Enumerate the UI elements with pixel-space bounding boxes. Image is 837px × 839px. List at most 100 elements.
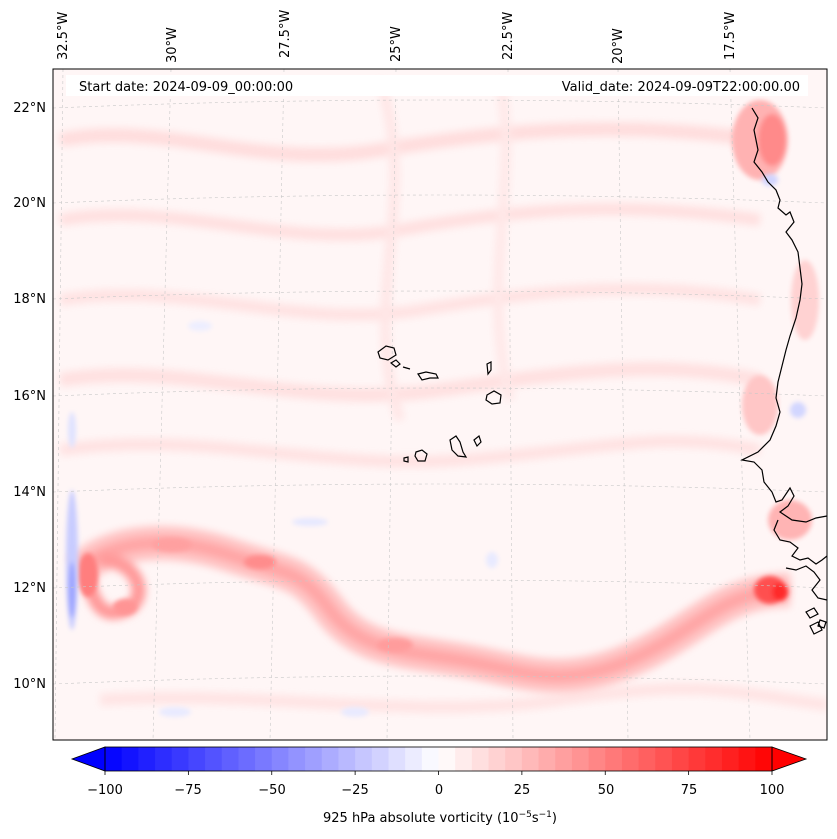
- colorbar-cell: [321, 747, 339, 771]
- island-sao-nicolau: [402, 366, 439, 381]
- lat-label-10n: 10°N: [13, 677, 46, 692]
- cb-tick-label-neg75: −75: [174, 783, 201, 798]
- vorticity-field: [58, 78, 827, 717]
- colorbar-title-exp1: −5: [519, 810, 532, 820]
- cb-tick-label-75: 75: [681, 783, 698, 798]
- african-coast-south: [773, 519, 828, 565]
- cb-tick-label-neg100: −100: [87, 783, 123, 798]
- colorbar-tick-labels: −100 −75 −50 −25 0 25 50 75 100: [87, 783, 784, 798]
- lon-label-22-5w: 22.5°W: [501, 12, 516, 60]
- colorbar-cell: [755, 747, 773, 771]
- island-santiago: [449, 435, 468, 458]
- parallel-16n: [53, 387, 827, 397]
- colorbar-cell: [688, 747, 706, 771]
- parallel-22n: [53, 99, 827, 109]
- cb-tick-label-100: 100: [760, 783, 785, 798]
- island-sal: [486, 361, 492, 376]
- colorbar-cell: [405, 747, 423, 771]
- colorbar-cells: [105, 747, 773, 771]
- lon-label-30w: 30°W: [165, 27, 180, 63]
- colorbar-cell: [221, 747, 239, 771]
- colorbar-title-suffix: ): [552, 811, 557, 826]
- lon-label-32-5w: 32.5°W: [56, 12, 71, 60]
- african-coast-north: [740, 107, 828, 523]
- colorbar-title-mid: s: [532, 811, 539, 826]
- meridian-22-5w: [507, 69, 514, 740]
- meridian-25w: [386, 69, 397, 740]
- lon-label-17-5w: 17.5°W: [723, 12, 738, 60]
- colorbar-cell: [238, 747, 256, 771]
- colorbar-cell: [621, 747, 640, 771]
- lat-label-20n: 20°N: [13, 196, 46, 211]
- colorbar-cell: [338, 747, 356, 771]
- valid-date-label: Valid_date: 2024-09-09T22:00:00.00: [562, 80, 800, 95]
- colorbar-cell: [271, 747, 289, 771]
- colorbar-cell: [205, 747, 223, 771]
- island-maio: [473, 434, 482, 448]
- longitude-labels: 32.5°W 30°W 27.5°W 25°W 22.5°W 20°W 17.5…: [56, 10, 738, 64]
- colorbar-cell: [255, 747, 273, 771]
- colorbar-extend-min: [70, 746, 106, 772]
- lat-label-12n: 12°N: [13, 581, 46, 596]
- colorbar-cell: [305, 747, 323, 771]
- colorbar-cell: [421, 747, 439, 771]
- cb-tick-label-25: 25: [514, 783, 531, 798]
- colorbar-ticks: [104, 771, 773, 775]
- colorbar-cell: [288, 747, 306, 771]
- meridian-32-5w: [54, 69, 64, 740]
- colorbar-cell: [721, 747, 740, 771]
- bijagos-islands: [805, 607, 827, 635]
- colorbar-cell: [588, 747, 606, 771]
- colorbar-cell: [171, 747, 189, 771]
- colorbar-extend-max: [771, 746, 808, 772]
- island-sao-vicente: [389, 359, 401, 368]
- bijagos-coast: [785, 565, 828, 601]
- meridian-17-5w: [729, 69, 751, 740]
- lat-label-22n: 22°N: [13, 101, 46, 116]
- colorbar-cell: [121, 747, 139, 771]
- lat-label-18n: 18°N: [13, 292, 46, 307]
- colorbar-cell: [655, 747, 673, 771]
- colorbar-cell: [521, 747, 540, 771]
- colorbar-cell: [388, 747, 406, 771]
- island-santo-antao: [377, 345, 397, 361]
- island-fogo: [414, 449, 428, 462]
- colorbar-title-exp2: −1: [539, 810, 552, 820]
- lon-label-20w: 20°W: [611, 28, 626, 64]
- coastlines: [377, 107, 828, 635]
- colorbar-cell: [605, 747, 623, 771]
- start-date-label: Start date: 2024-09-09_00:00:00: [79, 80, 293, 95]
- parallel-10n: [53, 675, 827, 685]
- cb-tick-label-0: 0: [435, 783, 443, 798]
- island-boa-vista: [485, 390, 502, 405]
- meridian-27-5w: [269, 69, 285, 740]
- colorbar-cell: [188, 747, 206, 771]
- colorbar-cell: [355, 747, 373, 771]
- date-annotation-box: [66, 75, 808, 96]
- lat-label-14n: 14°N: [13, 485, 46, 500]
- parallel-14n: [53, 483, 827, 493]
- lat-label-16n: 16°N: [13, 389, 46, 404]
- graticule: [53, 69, 827, 740]
- colorbar-cell: [105, 747, 123, 771]
- colorbar-cell: [138, 747, 156, 771]
- meridian-20w: [617, 69, 629, 740]
- colorbar-cell: [471, 747, 490, 771]
- island-brava: [403, 456, 409, 463]
- lon-label-27-5w: 27.5°W: [278, 10, 293, 58]
- colorbar-cell: [671, 747, 690, 771]
- colorbar-cell: [455, 747, 473, 771]
- map-background: [53, 69, 827, 740]
- colorbar-cell: [571, 747, 590, 771]
- latitude-labels: 22°N 20°N 18°N 16°N 14°N 12°N 10°N: [13, 101, 46, 692]
- parallel-12n: [53, 579, 827, 589]
- colorbar-cell: [155, 747, 173, 771]
- map-frame: [52, 68, 828, 741]
- meridian-30w: [152, 69, 172, 740]
- parallel-20n: [53, 194, 827, 204]
- cb-tick-label-50: 50: [598, 783, 615, 798]
- colorbar-cell: [538, 747, 556, 771]
- colorbar-cell: [738, 747, 756, 771]
- colorbar-cell: [638, 747, 656, 771]
